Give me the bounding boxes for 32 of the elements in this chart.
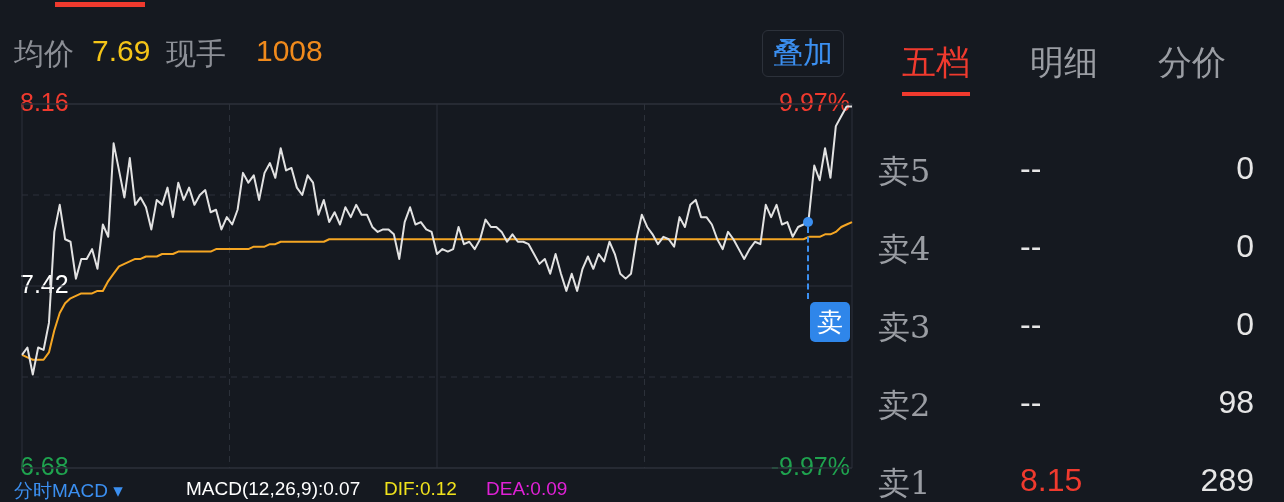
text: -- xyxy=(1020,384,1042,421)
annotation: 卖 xyxy=(810,302,850,342)
y2-tick-label: -9.97% xyxy=(770,451,850,480)
text: 卖5 xyxy=(878,151,931,192)
text: 0 xyxy=(1236,228,1254,265)
y-tick-label: 6.68 xyxy=(20,451,69,480)
text: MACD(12,26,9):0.07 xyxy=(186,478,361,500)
text: 分时MACD ▾ xyxy=(14,479,123,502)
text: DEA:0.09 xyxy=(486,478,568,500)
text: 叠加 xyxy=(762,30,844,77)
text: 卖3 xyxy=(878,307,931,348)
text: 98 xyxy=(1218,384,1254,421)
text: 0 xyxy=(1236,150,1254,187)
y2-tick-label: 9.97% xyxy=(779,87,850,116)
text: 1008 xyxy=(256,34,323,68)
text: -- xyxy=(1020,306,1042,343)
text: 五档 xyxy=(902,40,970,96)
text: 289 xyxy=(1200,462,1254,499)
text: 0 xyxy=(1236,306,1254,343)
y-tick-label: 8.16 xyxy=(20,87,69,116)
text: 卖1 xyxy=(878,463,931,502)
text: 7.69 xyxy=(92,34,151,68)
text: DIF:0.12 xyxy=(384,478,457,500)
text: -- xyxy=(1020,150,1042,187)
text: 均价 xyxy=(14,36,74,72)
text: 8.15 xyxy=(1020,462,1083,499)
text: 卖2 xyxy=(878,385,931,426)
text: 卖4 xyxy=(878,229,931,270)
text: 分价 xyxy=(1158,42,1226,83)
text: 明细 xyxy=(1030,42,1098,83)
text: 现手 xyxy=(166,36,226,72)
text: -- xyxy=(1020,228,1042,265)
